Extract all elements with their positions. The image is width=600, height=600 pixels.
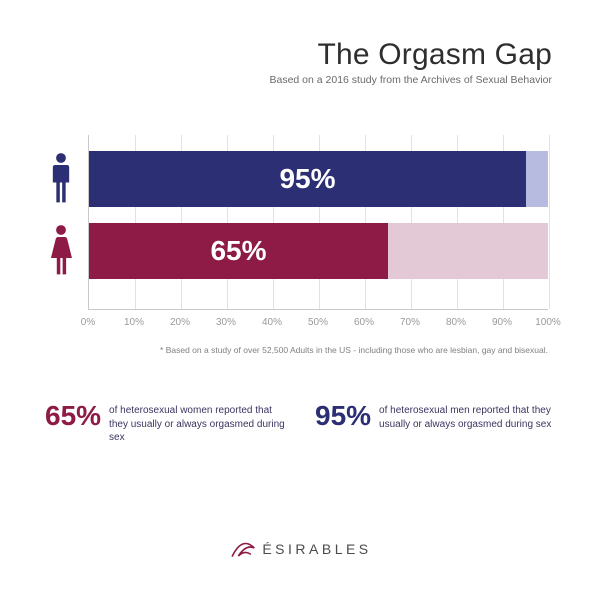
x-tick-label: 60%	[354, 317, 374, 328]
x-tick-label: 50%	[308, 317, 328, 328]
grid-line	[549, 135, 550, 309]
bar-track: 65%	[89, 223, 548, 279]
chart-plot: 95%65%	[88, 135, 548, 310]
chart-footnote: * Based on a study of over 52,500 Adults…	[160, 345, 548, 355]
callout: 65% of heterosexual women reported that t…	[45, 402, 285, 445]
bar-track: 95%	[89, 151, 548, 207]
x-tick-label: 30%	[216, 317, 236, 328]
x-tick-label: 10%	[124, 317, 144, 328]
callout-text: of heterosexual women reported that they…	[109, 402, 285, 445]
bar-chart: 95%65% 0%10%20%30%40%50%60%70%80%90%100%	[88, 135, 548, 335]
x-tick-label: 20%	[170, 317, 190, 328]
callout: 95% of heterosexual men reported that the…	[315, 402, 555, 445]
bar-fill	[89, 151, 526, 207]
page-title: The Orgasm Gap	[0, 38, 552, 72]
header: The Orgasm Gap Based on a 2016 study fro…	[0, 0, 600, 86]
x-tick-label: 0%	[81, 317, 95, 328]
x-tick-label: 90%	[492, 317, 512, 328]
logo-text: ÉSIRABLES	[262, 541, 371, 557]
callout-percent: 65%	[45, 402, 101, 430]
callouts-row: 65% of heterosexual women reported that t…	[0, 402, 600, 445]
male-icon	[46, 151, 76, 207]
female-icon	[46, 223, 76, 279]
callout-text: of heterosexual men reported that they u…	[379, 402, 555, 431]
x-tick-label: 100%	[535, 317, 561, 328]
x-tick-label: 40%	[262, 317, 282, 328]
callout-percent: 95%	[315, 402, 371, 430]
x-tick-label: 80%	[446, 317, 466, 328]
bar-fill	[89, 223, 388, 279]
brand-logo: ÉSIRABLES	[228, 534, 371, 564]
x-tick-label: 70%	[400, 317, 420, 328]
page-subtitle: Based on a 2016 study from the Archives …	[0, 74, 552, 86]
logo-mark-icon	[228, 534, 258, 564]
